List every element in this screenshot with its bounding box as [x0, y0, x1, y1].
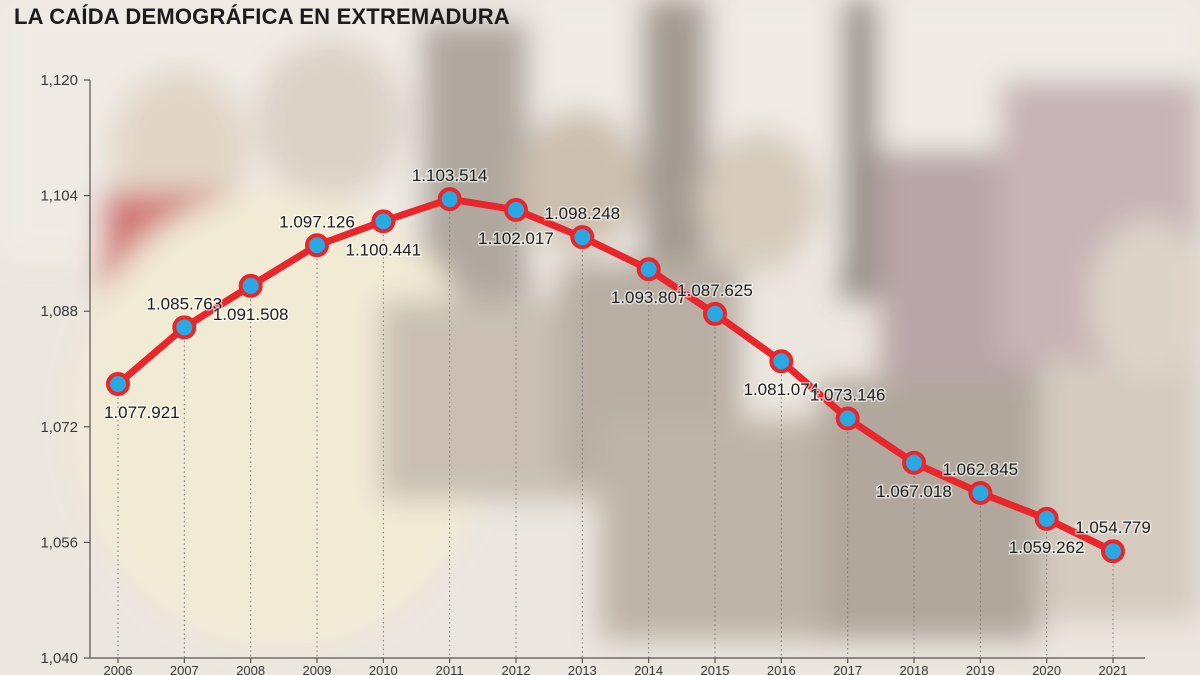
- data-label: 1.103.514: [412, 166, 488, 185]
- data-label: 1.098.248: [545, 204, 621, 223]
- data-label: 1.102.017: [478, 229, 554, 248]
- data-point: [835, 406, 860, 431]
- data-point: [504, 197, 528, 222]
- x-tick-label: 2019: [966, 663, 995, 675]
- data-point: [371, 209, 396, 234]
- data-label: 1.097.126: [279, 212, 355, 231]
- x-tick-label: 2009: [303, 663, 332, 675]
- data-point: [1101, 539, 1125, 564]
- y-tick-label: 1,056: [40, 534, 78, 551]
- data-point: [437, 187, 462, 212]
- y-tick-label: 1,104: [40, 188, 78, 205]
- x-tick-label: 2016: [767, 663, 796, 675]
- x-tick-label: 2021: [1099, 663, 1128, 675]
- series-line: [114, 195, 1117, 555]
- data-point: [106, 372, 130, 397]
- data-point: [238, 273, 263, 298]
- data-label: 1.077.921: [104, 403, 180, 422]
- data-label: 1.062.845: [943, 460, 1019, 479]
- x-tick-label: 2015: [701, 663, 730, 675]
- x-tick-label: 2008: [236, 663, 265, 675]
- data-label: 1.085.763: [147, 294, 223, 313]
- data-label: 1.081.074: [744, 380, 820, 399]
- data-point: [305, 233, 329, 258]
- data-point: [769, 349, 794, 374]
- data-label: 1.073.146: [810, 386, 886, 405]
- x-tick-label: 2017: [833, 663, 862, 675]
- data-label: 1.091.508: [213, 305, 289, 324]
- y-tick-label: 1,120: [40, 72, 78, 89]
- x-tick-label: 2007: [170, 663, 199, 675]
- y-tick-label: 1,088: [40, 303, 78, 320]
- data-point: [172, 315, 197, 340]
- data-point: [968, 480, 993, 505]
- data-point: [902, 450, 926, 475]
- x-tick-label: 2014: [634, 663, 663, 675]
- data-point: [570, 225, 595, 250]
- x-tick-label: 2006: [104, 663, 133, 675]
- x-tick-label: 2020: [1032, 663, 1061, 675]
- chart-title: LA CAÍDA DEMOGRÁFICA EN EXTREMADURA: [14, 4, 510, 29]
- data-label: 1.054.779: [1075, 518, 1151, 537]
- y-tick-label: 1,040: [40, 650, 78, 667]
- data-point: [703, 301, 727, 326]
- x-tick-label: 2011: [436, 663, 464, 675]
- data-label: 1.100.441: [346, 240, 422, 259]
- x-tick-label: 2010: [369, 663, 398, 675]
- population-series: [106, 187, 1125, 564]
- x-tick-label: 2018: [900, 663, 929, 675]
- data-label: 1.067.018: [876, 482, 952, 501]
- data-point: [636, 257, 661, 282]
- x-tick-label: 2012: [502, 663, 531, 675]
- data-label: 1.059.262: [1009, 538, 1085, 557]
- data-label: 1.087.625: [677, 281, 753, 300]
- dotted-guides: [117, 199, 1114, 658]
- data-label: 1.093.807: [611, 288, 687, 307]
- data-point: [1034, 506, 1059, 531]
- x-tick-label: 2013: [568, 663, 597, 675]
- y-tick-label: 1,072: [40, 419, 78, 436]
- axes: 1,040 1,056 1,072 1,088 1,104 1,120 2006 2007 20…: [40, 72, 1145, 675]
